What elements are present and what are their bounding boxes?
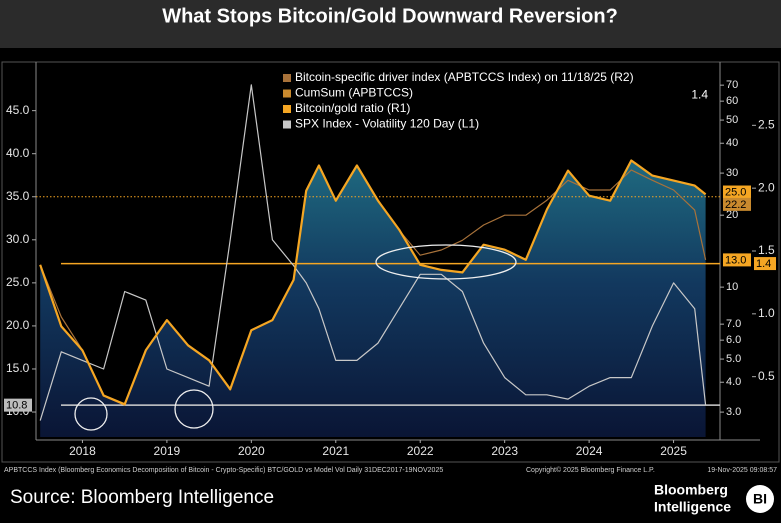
source: Source: Bloomberg Intelligence bbox=[10, 487, 274, 508]
y2-tick-label: 20 bbox=[726, 209, 738, 221]
y-tick-label: 45.0 bbox=[6, 103, 30, 117]
chart-title: What Stops Bitcoin/Gold Downward Reversi… bbox=[162, 5, 618, 27]
footer-copyright: Copyright© 2025 Bloomberg Finance L.P. bbox=[526, 466, 655, 474]
x-tick-label: 2018 bbox=[69, 444, 96, 458]
y2-tick-label: 30 bbox=[726, 167, 738, 179]
value-box-label: 1.4 bbox=[756, 258, 771, 270]
y2-tick-label: 70 bbox=[726, 79, 738, 91]
y-tick-label: 35.0 bbox=[6, 189, 30, 203]
y3-tick-label: 1.0 bbox=[758, 306, 775, 320]
y2-tick-label: 50 bbox=[726, 114, 738, 126]
x-tick-label: 2025 bbox=[660, 444, 687, 458]
y2-tick-label: 6.0 bbox=[726, 334, 741, 346]
value-box bbox=[754, 257, 776, 271]
y2-tick-label: 5.0 bbox=[726, 353, 741, 365]
legend-swatch bbox=[283, 120, 291, 129]
value-box bbox=[4, 398, 32, 412]
highlight-ellipse bbox=[375, 244, 517, 280]
y3-tick-label: 2.5 bbox=[758, 117, 775, 131]
y-tick-label: 40.0 bbox=[6, 146, 30, 160]
y3-tick-label: 1.5 bbox=[758, 243, 775, 257]
x-tick-label: 2023 bbox=[491, 444, 518, 458]
chart-frame bbox=[1, 61, 780, 463]
x-tick-label: 2020 bbox=[238, 444, 265, 458]
value-box bbox=[723, 197, 751, 211]
legend-swatch bbox=[283, 74, 291, 82]
footer-description: APBTCCS Index (Bloomberg Economics Decom… bbox=[4, 467, 443, 474]
brand: Bloomberg bbox=[654, 482, 728, 498]
value-box-label: 13.0 bbox=[725, 254, 746, 266]
legend-swatch bbox=[283, 89, 291, 98]
x-tick-label: 2024 bbox=[576, 444, 603, 458]
value-box-label: 10.8 bbox=[6, 400, 27, 412]
highlight-circle bbox=[74, 397, 108, 431]
y2-tick-label: 3.0 bbox=[726, 406, 741, 418]
plot-area: 10.015.020.025.030.035.040.045.03.04.05.… bbox=[6, 62, 775, 458]
y-tick-label: 25.0 bbox=[6, 275, 30, 289]
y2-tick-label: 40 bbox=[726, 137, 738, 149]
legend-box bbox=[279, 69, 717, 133]
value-box-label: 22.2 bbox=[725, 199, 746, 211]
footer-timestamp: 19-Nov-2025 09:08:57 bbox=[707, 467, 777, 474]
y3-tick-label: 0.5 bbox=[758, 369, 775, 383]
y2-tick-label: 10 bbox=[726, 281, 738, 293]
y2-tick-label: 60 bbox=[726, 95, 738, 107]
y2-tick-label: 7.0 bbox=[726, 318, 741, 330]
y3-tick-label: 2.0 bbox=[758, 180, 775, 194]
legend-label: Bitcoin/gold ratio (R1) bbox=[295, 101, 410, 115]
legend-value: 1.4 bbox=[691, 88, 708, 102]
title-bar bbox=[0, 0, 781, 48]
legend-label: SPX Index - Volatility 120 Day (L1) bbox=[295, 117, 479, 131]
y-tick-label: 30.0 bbox=[6, 232, 30, 246]
highlight-circle bbox=[174, 389, 214, 429]
legend-swatch bbox=[283, 105, 291, 113]
legend-label: Bitcoin-specific driver index (APBTCCS I… bbox=[295, 70, 634, 84]
value-box bbox=[723, 185, 751, 199]
brand: Intelligence bbox=[654, 499, 731, 515]
y-tick-label: 20.0 bbox=[6, 318, 30, 332]
logo: BI bbox=[753, 491, 767, 507]
x-tick-label: 2019 bbox=[154, 444, 181, 458]
logo-circle bbox=[746, 485, 774, 513]
series-line bbox=[39, 159, 707, 406]
value-box bbox=[723, 253, 751, 267]
legend-label: CumSum (APBTCCS) bbox=[295, 86, 413, 100]
y-tick-label: 15.0 bbox=[6, 361, 30, 375]
value-box-label: 25.0 bbox=[725, 186, 746, 198]
x-tick-label: 2022 bbox=[407, 444, 434, 458]
y2-tick-label: 4.0 bbox=[726, 376, 741, 388]
x-tick-label: 2021 bbox=[322, 444, 349, 458]
